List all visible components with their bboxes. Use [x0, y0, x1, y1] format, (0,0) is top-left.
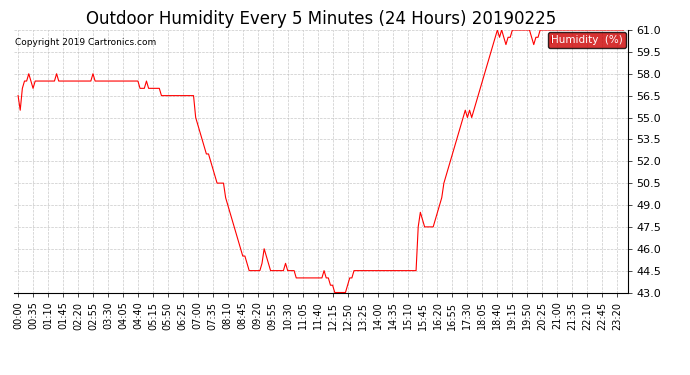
Text: Copyright 2019 Cartronics.com: Copyright 2019 Cartronics.com	[15, 38, 156, 47]
Legend: Humidity  (%): Humidity (%)	[548, 32, 626, 48]
Title: Outdoor Humidity Every 5 Minutes (24 Hours) 20190225: Outdoor Humidity Every 5 Minutes (24 Hou…	[86, 10, 556, 28]
